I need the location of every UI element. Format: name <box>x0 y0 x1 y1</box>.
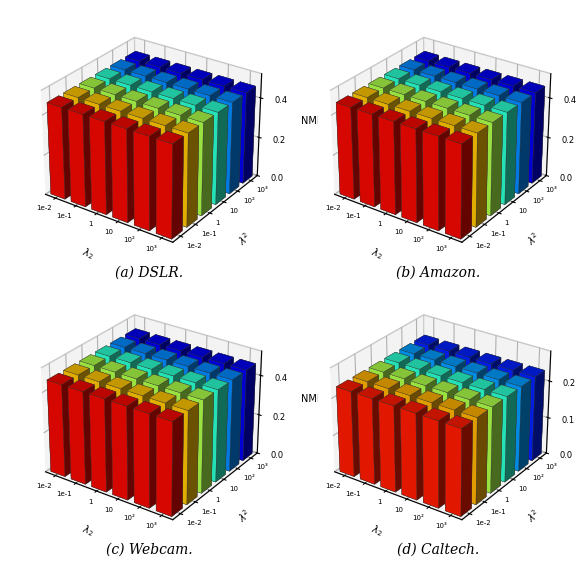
Title: (d) Caltech.: (d) Caltech. <box>397 543 480 557</box>
Title: (c) Webcam.: (c) Webcam. <box>106 543 193 557</box>
Y-axis label: $\lambda^2$: $\lambda^2$ <box>235 507 253 525</box>
X-axis label: $\lambda_2$: $\lambda_2$ <box>369 245 385 262</box>
Y-axis label: $\lambda^2$: $\lambda^2$ <box>524 229 543 248</box>
X-axis label: $\lambda_2$: $\lambda_2$ <box>79 245 95 262</box>
Y-axis label: $\lambda^2$: $\lambda^2$ <box>235 229 253 248</box>
X-axis label: $\lambda_2$: $\lambda_2$ <box>79 523 95 540</box>
Y-axis label: $\lambda^2$: $\lambda^2$ <box>524 507 543 525</box>
Title: (a) DSLR.: (a) DSLR. <box>115 266 183 280</box>
Title: (b) Amazon.: (b) Amazon. <box>396 266 480 280</box>
X-axis label: $\lambda_2$: $\lambda_2$ <box>369 523 385 540</box>
